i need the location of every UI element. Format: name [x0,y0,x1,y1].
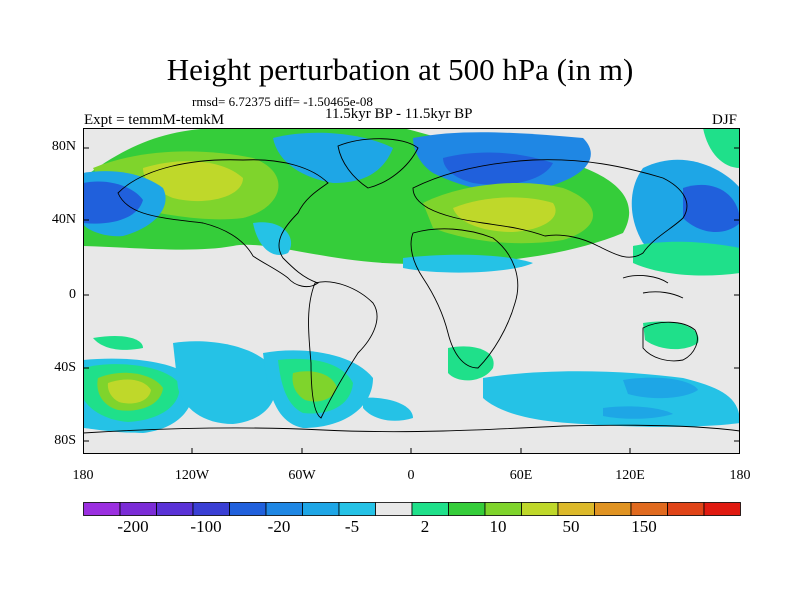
colorbar-swatch [302,502,340,516]
contour-region [683,184,740,233]
contour-region [603,406,673,419]
lon-label-120w: 120W [174,468,210,483]
chart-title: Height perturbation at 500 hPa (in m) [166,52,634,87]
lon-label-0: 0 [407,468,415,483]
contour-region [363,397,413,421]
colorbar-label: -200 [117,517,149,536]
contour-region [143,161,243,202]
colorbar-label: -5 [344,517,360,536]
lon-label-120e: 120E [615,468,645,483]
contour-region [83,181,143,224]
colorbar-swatch [448,502,486,516]
contour-region [703,128,740,168]
lat-label-40n: 40N [51,212,76,227]
colorbar-label: 150 [631,517,657,536]
coastline-antarctica [83,424,740,434]
stats-text: rmsd= 6.72375 diff= -1.50465e-08 [192,94,373,109]
colorbar-swatch [156,502,194,516]
height-perturbation-map [83,128,740,454]
colorbar-swatch [83,502,121,516]
lon-label-180-right: 180 [729,468,751,483]
coastline-north-america [117,159,329,288]
contour-region [623,377,698,399]
colorbar [83,502,741,516]
coastline-europe-asia [412,159,688,258]
contour-region [453,197,556,232]
contour-region [93,336,143,350]
colorbar-swatch [411,502,449,516]
contour-region [253,222,292,255]
colorbar-swatch [703,502,741,516]
contour-region [292,371,337,402]
axis-ticks [83,147,740,454]
colorbar-swatch [375,502,413,516]
lat-label-80n: 80N [51,139,76,154]
colorbar-swatch [192,502,230,516]
coastline-layer [83,138,740,434]
contour-region [173,341,277,424]
contour-region [633,241,740,276]
colorbar-swatch [229,502,267,516]
colorbar-label: 2 [420,517,430,536]
colorbar-swatch [338,502,376,516]
coastline-indonesia [622,275,684,299]
colorbar-swatch [630,502,668,516]
colorbar-label: 50 [562,517,580,536]
lat-label-80s: 80S [54,433,76,448]
lon-label-60e: 60E [509,468,533,483]
colorbar-swatch [557,502,595,516]
colorbar-label: -20 [267,517,291,536]
contour-region [403,254,533,273]
experiment-label: Expt = temmM-temkM [84,112,225,128]
contour-region [273,132,393,183]
coastline-south-america [308,281,378,419]
lat-label-0: 0 [69,287,76,302]
coastline-australia [642,321,698,362]
colorbar-label: -100 [190,517,222,536]
season-label: DJF [712,112,738,128]
colorbar-swatch [484,502,522,516]
coastline-africa [410,228,519,369]
contour-region [448,346,494,381]
colorbar-label: 10 [489,517,507,536]
contour-region [107,379,151,404]
lon-label-60w: 60W [288,468,316,483]
lat-label-40s: 40S [54,360,76,375]
colorbar-swatch [594,502,632,516]
contour-region [643,321,699,350]
lon-label-180-left: 180 [72,468,94,483]
period-label: 11.5kyr BP - 11.5kyr BP [325,106,473,122]
colorbar-swatch [521,502,559,516]
coastline-greenland [337,138,419,189]
colorbar-swatch [265,502,303,516]
colorbar-swatch [667,502,705,516]
colorbar-swatch [119,502,157,516]
